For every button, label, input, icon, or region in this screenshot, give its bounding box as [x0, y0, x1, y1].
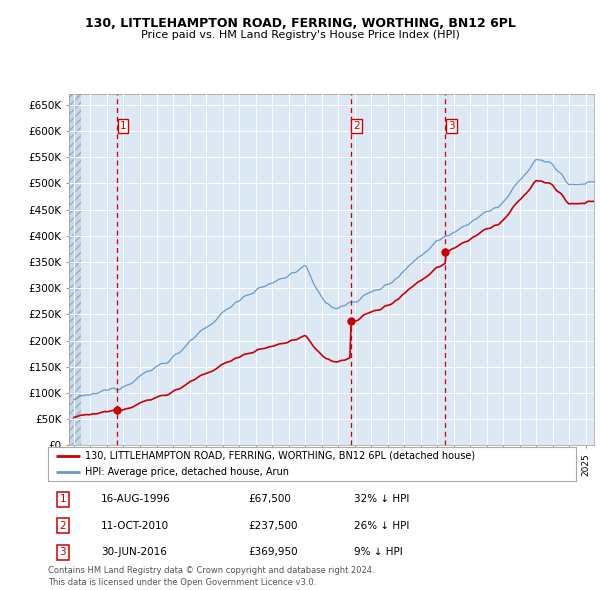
Text: HPI: Average price, detached house, Arun: HPI: Average price, detached house, Arun — [85, 467, 289, 477]
Text: 2: 2 — [59, 521, 66, 531]
Text: £67,500: £67,500 — [248, 494, 292, 504]
Text: Contains HM Land Registry data © Crown copyright and database right 2024.
This d: Contains HM Land Registry data © Crown c… — [48, 566, 374, 587]
Text: 1: 1 — [59, 494, 66, 504]
Text: Price paid vs. HM Land Registry's House Price Index (HPI): Price paid vs. HM Land Registry's House … — [140, 30, 460, 40]
Text: £237,500: £237,500 — [248, 521, 298, 531]
Text: 1: 1 — [120, 121, 127, 131]
Text: 9% ↓ HPI: 9% ↓ HPI — [354, 548, 403, 558]
Text: 130, LITTLEHAMPTON ROAD, FERRING, WORTHING, BN12 6PL: 130, LITTLEHAMPTON ROAD, FERRING, WORTHI… — [85, 17, 515, 30]
Text: 3: 3 — [59, 548, 66, 558]
Text: 30-JUN-2016: 30-JUN-2016 — [101, 548, 167, 558]
Text: 26% ↓ HPI: 26% ↓ HPI — [354, 521, 410, 531]
Bar — [69, 94, 82, 445]
Text: 32% ↓ HPI: 32% ↓ HPI — [354, 494, 410, 504]
Text: 3: 3 — [448, 121, 454, 131]
Text: 2: 2 — [353, 121, 360, 131]
Text: 11-OCT-2010: 11-OCT-2010 — [101, 521, 169, 531]
Text: £369,950: £369,950 — [248, 548, 298, 558]
Text: 16-AUG-1996: 16-AUG-1996 — [101, 494, 170, 504]
Text: 130, LITTLEHAMPTON ROAD, FERRING, WORTHING, BN12 6PL (detached house): 130, LITTLEHAMPTON ROAD, FERRING, WORTHI… — [85, 451, 475, 461]
